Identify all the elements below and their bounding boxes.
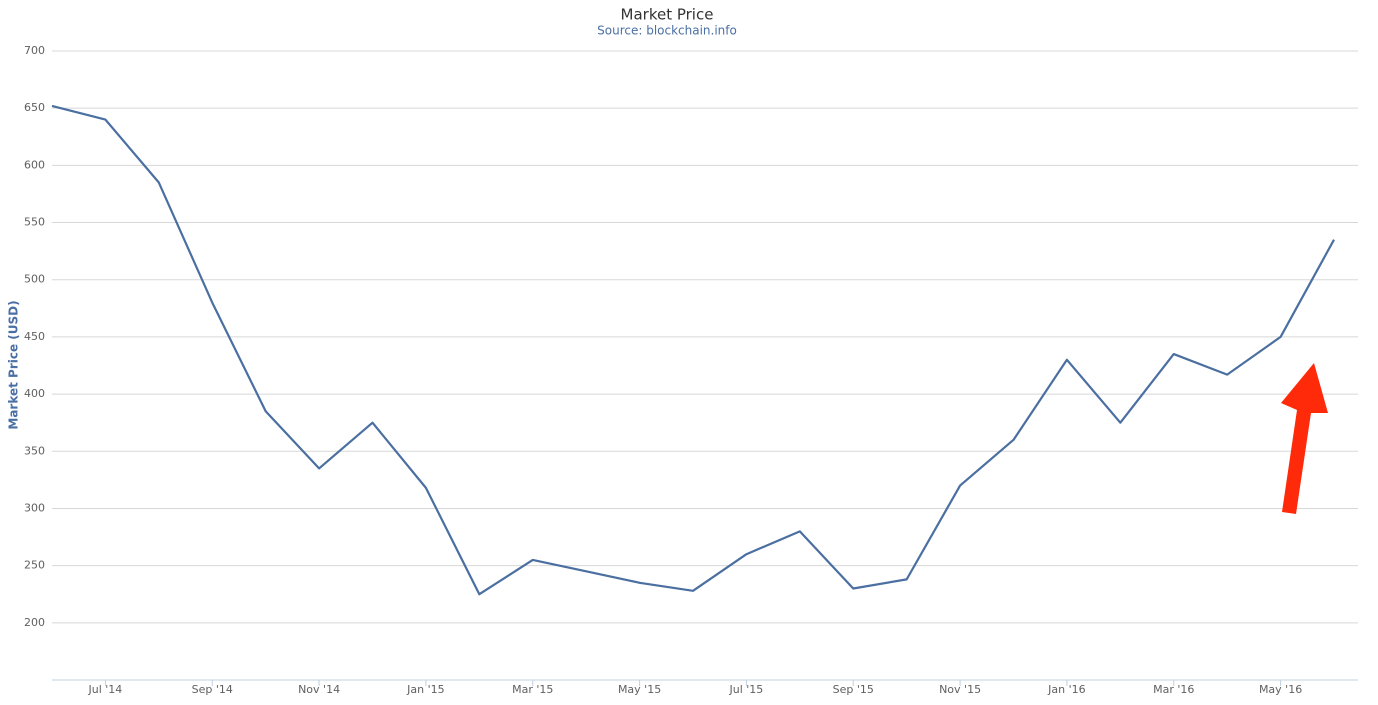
x-tick-label: Mar '15 <box>512 683 553 696</box>
x-tick-label: Jul '15 <box>729 683 764 696</box>
y-tick-label: 600 <box>24 158 45 171</box>
y-tick-label: 250 <box>24 559 45 572</box>
chart-title: Market Price <box>621 6 714 24</box>
x-tick-label: Jul '14 <box>88 683 123 696</box>
y-tick-label: 400 <box>24 387 45 400</box>
x-tick-label: Nov '14 <box>298 683 340 696</box>
y-axis-label: Market Price (USD) <box>7 300 21 429</box>
x-tick-label: Mar '16 <box>1153 683 1194 696</box>
x-tick-label: Nov '15 <box>939 683 981 696</box>
y-tick-label: 550 <box>24 216 45 229</box>
x-tick-label: May '16 <box>1259 683 1302 696</box>
price-line <box>51 104 1335 596</box>
chart-subtitle: Source: blockchain.info <box>597 24 737 38</box>
x-tick-label: Jan '16 <box>1047 683 1085 696</box>
x-tick-label: May '15 <box>618 683 661 696</box>
y-tick-label: 650 <box>24 101 45 114</box>
y-tick-label: 700 <box>24 44 45 57</box>
y-tick-label: 350 <box>24 444 45 457</box>
y-tick-label: 450 <box>24 330 45 343</box>
x-tick-label: Jan '15 <box>406 683 444 696</box>
x-tick-label: Sep '14 <box>192 683 233 696</box>
y-tick-label: 300 <box>24 501 45 514</box>
arrow <box>1281 363 1328 514</box>
x-tick-label: Sep '15 <box>833 683 874 696</box>
y-tick-label: 500 <box>24 273 45 286</box>
y-tick-label: 200 <box>24 616 45 629</box>
